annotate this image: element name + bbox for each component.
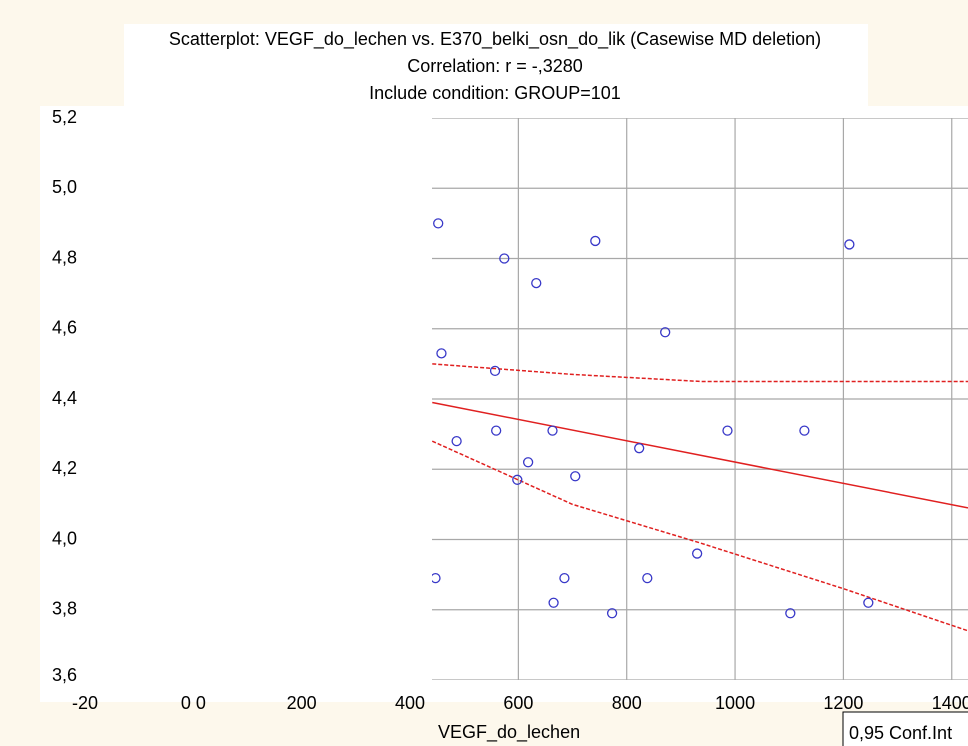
x-tick-label: 1400 [932,693,968,713]
confidence-band-upper [432,363,968,383]
condition: Include condition: GROUP=101 [369,83,621,103]
data-point [489,365,501,377]
legend-box [842,711,968,746]
y-tick-label: 4,0 [52,528,77,548]
x-tick-label: 200 [287,693,317,713]
data-point [432,572,441,584]
data-point [433,218,444,229]
y-tick-label: 4,8 [52,247,77,267]
x-tick-label: 400 [395,693,425,713]
data-point [799,425,810,436]
plot-background [40,106,968,702]
title-box [124,24,868,106]
data-point [531,277,542,289]
y-tick-label: 3,6 [52,665,77,685]
data-point [642,572,653,584]
data-point [634,443,645,454]
y-tick-label: 4,4 [52,388,77,408]
x-tick-label: 1000 [715,693,755,713]
x-axis-label: VEGF_do_lechen [438,722,580,743]
x-tick-label: 0 0 [181,693,206,713]
data-point [590,235,601,247]
y-tick-label: 4,2 [52,458,77,478]
data-point [570,471,581,482]
data-point [722,425,733,436]
regression-line [432,401,968,509]
data-point [548,597,559,608]
data-point [451,435,462,447]
data-point [491,425,502,436]
data-point [691,548,703,559]
x-tick-label: 800 [612,693,642,713]
data-point [785,608,796,619]
data-point [660,327,671,338]
x-tick-label: 1200 [823,693,863,713]
x-tick-label: -20 [72,693,98,713]
data-point [499,253,510,264]
chart-title: Scatterplot: VEGF_do_lechen vs. E370_bel… [169,29,821,50]
data-point [863,597,874,608]
data-point [512,474,523,485]
y-tick-label: 5,0 [52,177,77,197]
x-tick-label: 600 [503,693,533,713]
data-point [436,348,447,359]
data-point [606,608,618,619]
y-tick-label: 4,6 [52,318,77,338]
confidence-band-lower [432,440,968,632]
data-point [547,425,558,436]
data-point [522,457,534,468]
legend-label: 0,95 Conf.Int [849,723,952,743]
chart-subtitle: Correlation: r = -,3280 [407,56,583,76]
y-tick-label: 5,2 [52,107,77,127]
y-tick-label: 3,8 [52,599,77,619]
data-point [559,572,570,584]
data-point [844,239,855,250]
plot-area [432,118,968,680]
